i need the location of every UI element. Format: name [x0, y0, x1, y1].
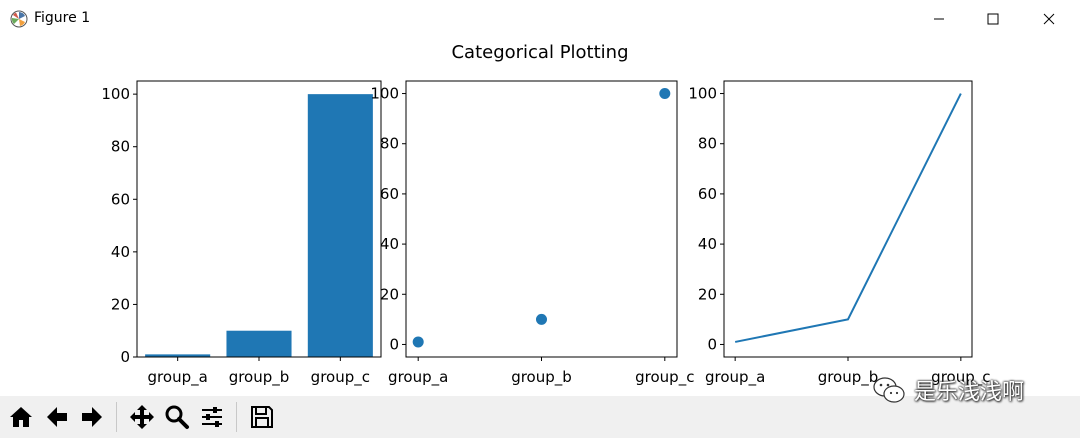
x-tick-label: group_c [931, 368, 990, 387]
y-tick-label: 60 [380, 185, 399, 203]
y-tick-label: 80 [380, 135, 399, 153]
bar [307, 94, 373, 357]
figure-canvas: Categorical Plotting 0 20 40 60 80 100 group_a… [101, 42, 990, 387]
maximize-button[interactable] [966, 0, 1020, 38]
x-tick-label: group_b [511, 368, 572, 387]
minimize-icon [934, 18, 944, 20]
home-button[interactable] [6, 402, 36, 432]
figure-title: Categorical Plotting [451, 42, 628, 63]
navigation-toolbar [0, 396, 1080, 438]
y-tick-label: 100 [688, 85, 717, 103]
scatter-point [659, 88, 671, 100]
save-icon [251, 406, 273, 428]
y-tick-label: 100 [370, 85, 399, 103]
axes-frame [723, 80, 973, 358]
watermark: 是乐浅浅啊 [872, 370, 1024, 410]
pan-button[interactable] [127, 402, 157, 432]
x-tick-label: group_a [148, 368, 208, 387]
forward-button[interactable] [77, 402, 107, 432]
configure-subplots-button[interactable] [197, 402, 227, 432]
y-tick-label: 20 [380, 285, 399, 303]
save-button[interactable] [247, 402, 277, 432]
close-button[interactable] [1022, 0, 1076, 38]
y-tick-label: 20 [111, 295, 130, 313]
x-tick-label: group_c [311, 368, 370, 387]
wechat-icon [873, 377, 905, 403]
scatter-point [536, 313, 547, 325]
y-tick-label: 60 [111, 190, 130, 208]
bar [145, 354, 211, 357]
y-tick-label: 60 [698, 185, 717, 203]
forward-arrow-icon [82, 407, 102, 427]
y-tick-label: 80 [111, 138, 130, 156]
toolbar-separator [236, 402, 237, 432]
y-tick-label: 100 [101, 85, 130, 103]
scatter-point [412, 336, 424, 348]
y-tick-label: 0 [120, 348, 130, 366]
x-tick-label: group_b [229, 368, 290, 387]
axes-frame [405, 80, 678, 358]
configure-subplots-icon [202, 407, 222, 427]
y-tick-label: 40 [698, 235, 717, 253]
window-titlebar: Figure 1 [0, 0, 1080, 38]
axes-frame [136, 80, 382, 358]
close-icon [1043, 13, 1055, 25]
y-tick-label: 0 [389, 335, 399, 353]
minimize-button[interactable] [912, 0, 966, 38]
y-tick-label: 0 [707, 335, 717, 353]
x-tick-label: group_b [818, 368, 879, 387]
y-tick-label: 80 [698, 135, 717, 153]
back-arrow-icon [47, 407, 67, 427]
y-tick-label: 40 [380, 235, 399, 253]
pan-icon [130, 405, 154, 429]
y-tick-label: 20 [698, 285, 717, 303]
maximize-icon [987, 13, 999, 25]
series-line [734, 93, 962, 343]
x-tick-label: group_a [705, 368, 765, 387]
x-tick-label: group_c [635, 368, 694, 387]
zoom-icon [165, 405, 189, 429]
home-icon [10, 407, 32, 427]
watermark-text: 是乐浅浅啊 [914, 380, 1025, 405]
bar [226, 330, 292, 357]
y-tick-label: 40 [111, 243, 130, 261]
back-button[interactable] [42, 402, 72, 432]
x-tick-label: group_a [388, 368, 448, 387]
matplotlib-logo-icon [10, 10, 28, 28]
toolbar-separator [116, 402, 117, 432]
window-title: Figure 1 [34, 10, 91, 26]
zoom-button[interactable] [162, 402, 192, 432]
